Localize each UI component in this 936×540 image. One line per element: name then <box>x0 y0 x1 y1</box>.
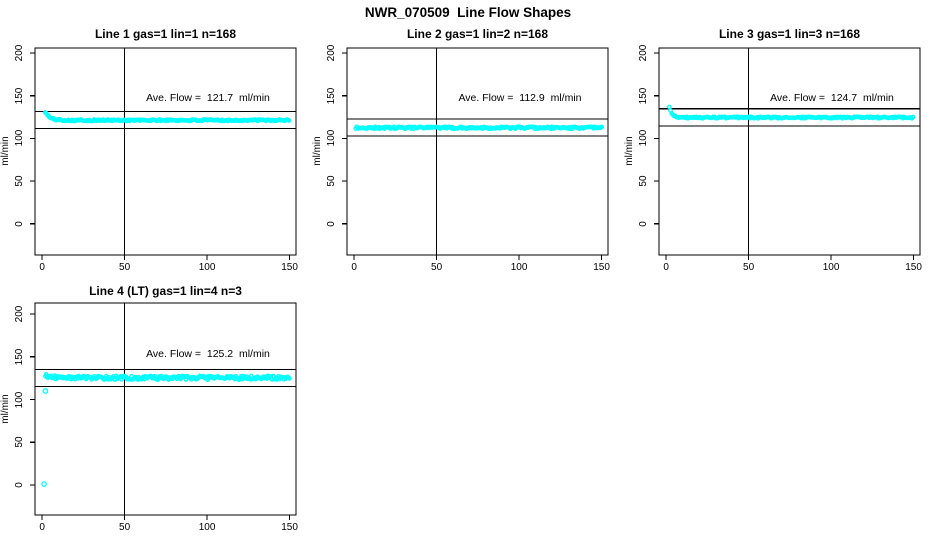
x-tick-label: 150 <box>593 262 610 273</box>
subplot-1-plot <box>30 47 297 260</box>
flow-series <box>667 104 916 121</box>
plot-frame <box>346 47 609 256</box>
subplot-3-title: Line 3 gas=1 lin=3 n=168 <box>718 27 861 41</box>
subplot-4-plot <box>30 302 297 520</box>
flow-series <box>43 110 292 124</box>
y-tick-label: 200 <box>14 305 25 323</box>
x-tick-label: 50 <box>431 262 443 273</box>
x-tick-label: 150 <box>281 522 298 533</box>
y-tick-label: 150 <box>14 348 25 366</box>
data-point <box>286 118 292 123</box>
subplot-3-y-axis-label: ml/min <box>624 136 635 166</box>
subplot-2-title: Line 2 gas=1 lin=2 n=168 <box>406 27 549 41</box>
subplot-2-y-axis-label: ml/min <box>312 136 323 166</box>
subplot-2-plot <box>342 47 609 260</box>
flow-series <box>41 372 292 487</box>
y-tick-label: 100 <box>14 130 25 147</box>
data-point <box>599 124 605 130</box>
subplot-4-title: Line 4 (LT) gas=1 lin=4 n=3 <box>89 284 242 298</box>
flow-series <box>353 124 605 132</box>
data-point <box>910 114 916 120</box>
x-tick-label: 100 <box>510 262 528 273</box>
page-title: NWR_070509 Line Flow Shapes <box>364 5 572 20</box>
subplot-3-plot <box>654 47 921 260</box>
x-tick-label: 100 <box>198 522 216 533</box>
subplot-1-title: Line 1 gas=1 lin=1 n=168 <box>94 27 237 41</box>
y-tick-label: 50 <box>14 436 25 448</box>
y-tick-label: 0 <box>14 482 25 488</box>
x-tick-label: 150 <box>905 262 922 273</box>
subplot-4-ave-flow-annotation: Ave. Flow = 125.2 ml/min <box>146 348 270 360</box>
plot-frame <box>658 47 921 256</box>
y-tick-label: 150 <box>326 87 337 105</box>
x-tick-label: 100 <box>822 262 840 273</box>
y-tick-label: 50 <box>326 175 337 187</box>
y-tick-label: 100 <box>638 130 649 147</box>
data-point <box>287 376 292 381</box>
y-tick-label: 200 <box>638 44 649 62</box>
y-tick-label: 0 <box>326 220 337 227</box>
x-tick-label: 50 <box>119 522 131 533</box>
subplot-3-ave-flow-annotation: Ave. Flow = 124.7 ml/min <box>770 92 894 104</box>
y-tick-label: 0 <box>14 220 25 227</box>
y-tick-label: 0 <box>638 220 649 227</box>
plot-frame <box>34 302 297 516</box>
subplot-1-ave-flow-annotation: Ave. Flow = 121.7 ml/min <box>146 92 270 104</box>
y-tick-label: 200 <box>326 44 337 62</box>
y-tick-label: 100 <box>326 130 337 147</box>
x-tick-label: 0 <box>39 522 45 533</box>
x-tick-label: 50 <box>743 262 755 273</box>
outlier-point <box>41 481 47 487</box>
x-tick-label: 50 <box>119 262 131 273</box>
y-tick-label: 150 <box>638 87 649 105</box>
x-tick-label: 100 <box>198 262 216 273</box>
y-tick-label: 50 <box>638 175 649 187</box>
x-tick-label: 0 <box>663 262 669 273</box>
x-tick-label: 0 <box>39 262 45 273</box>
x-tick-label: 0 <box>351 262 357 273</box>
subplot-4-y-axis-label: ml/min <box>0 394 11 424</box>
subplot-2-ave-flow-annotation: Ave. Flow = 112.9 ml/min <box>458 92 582 104</box>
y-tick-label: 50 <box>14 175 25 187</box>
subplot-1-y-axis-label: ml/min <box>0 136 11 166</box>
outlier-point <box>42 388 49 394</box>
y-tick-label: 150 <box>14 87 25 105</box>
x-tick-label: 150 <box>281 262 298 273</box>
y-tick-label: 100 <box>14 391 25 408</box>
y-tick-label: 200 <box>14 44 25 62</box>
plot-frame <box>34 47 297 256</box>
